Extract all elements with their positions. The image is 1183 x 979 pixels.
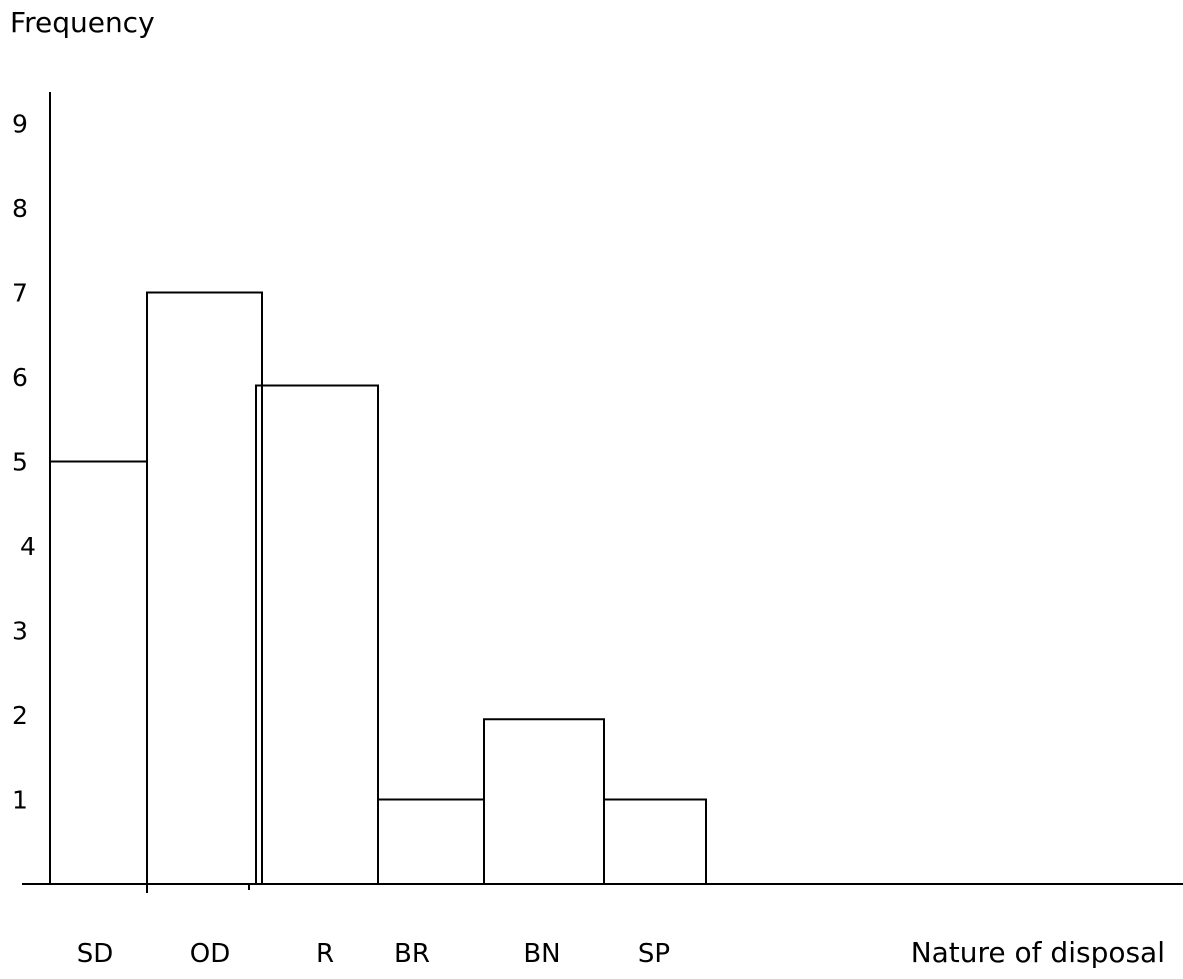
bars [49,291,707,884]
y-tick-label: 5 [12,448,28,477]
x-category-labels: SD OD R BR BN SP [77,939,670,969]
y-tick-label: 9 [12,110,28,139]
y-tick-label: 6 [12,363,28,392]
x-category-label: BR [394,939,430,969]
y-tick-label: 3 [12,617,28,646]
y-tick-label: 8 [12,194,28,223]
x-category-label: SD [77,939,114,969]
x-category-label: BN [523,939,560,969]
y-tick-label: 7 [12,279,28,308]
bar-sp [603,798,707,884]
y-tick-label: 4 [20,532,36,561]
x-axis-label: Nature of disposal [911,936,1165,969]
y-tick-label: 2 [12,701,28,730]
bar-od [146,291,263,884]
y-axis-label: Frequency [10,6,155,39]
y-tick-label: 1 [12,786,28,815]
bar-br [377,798,485,884]
bar-sd [49,460,148,884]
x-category-label: R [316,939,334,969]
bar-r [255,384,379,884]
y-tick-labels: 1 2 3 4 5 6 7 8 9 [12,110,36,815]
bar-bn [483,718,605,884]
x-category-label: OD [190,939,231,969]
x-category-label: SP [638,939,670,969]
